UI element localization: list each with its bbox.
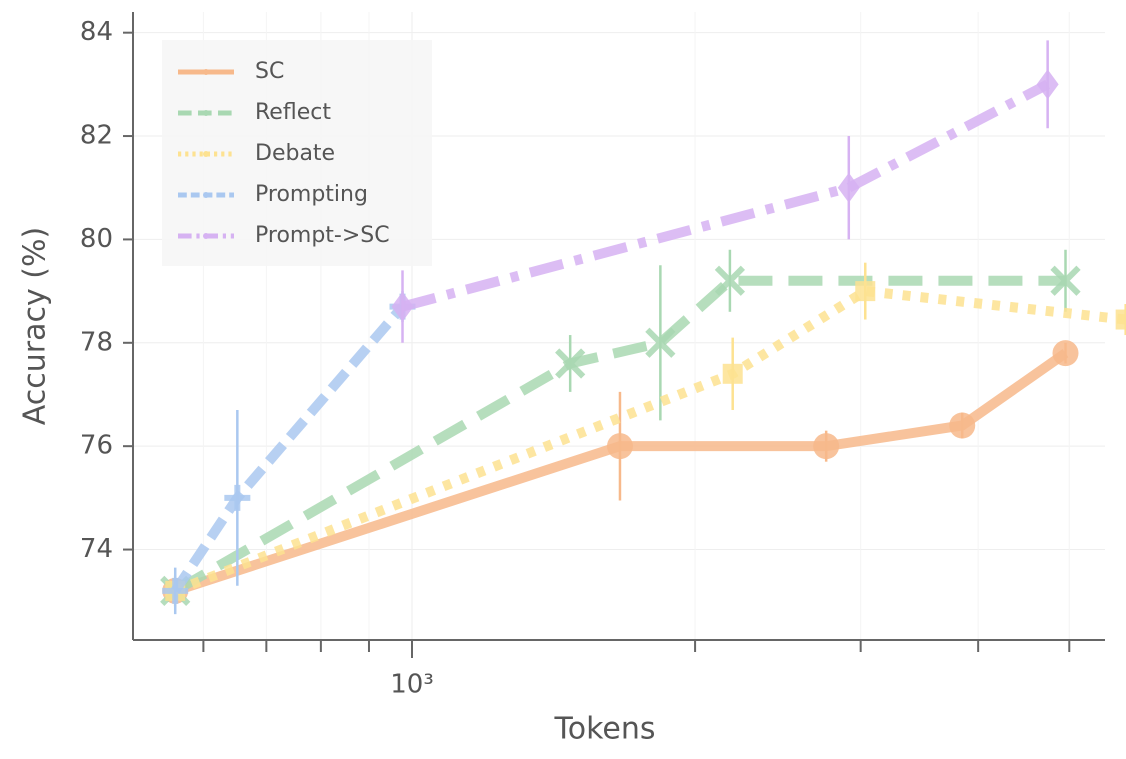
legend-label: Prompt->SC [255,223,390,248]
marker [606,433,633,460]
marker [1050,265,1081,296]
marker [645,327,676,358]
legend-dot [203,192,209,198]
x-axis-label: Tokens [554,712,656,747]
x-tick-label: 10³ [390,670,434,700]
legend-label: Reflect [255,100,331,125]
legend-dot [203,110,209,116]
marker-shape [722,363,743,384]
marker [714,265,746,296]
legend-label: Prompting [255,182,368,207]
marker [391,291,414,322]
y-tick-label: 78 [80,327,113,357]
marker [1115,309,1126,330]
marker-shape [714,265,746,296]
marker [722,363,743,384]
marker [162,577,189,604]
marker [1036,69,1059,100]
marker-shape [162,577,189,604]
marker-shape [224,484,251,511]
y-axis-label: Accuracy (%) [18,227,53,425]
series-line [172,275,1066,596]
legend-dot [203,69,209,75]
marker [555,348,586,379]
legend: SC Reflect Debate Prompting Prompt->SC [162,40,432,266]
y-tick-label: 74 [80,534,113,564]
y-tick-label: 76 [80,431,113,461]
marker-shape [1052,340,1079,367]
marker [813,433,840,460]
marker-shape [813,433,840,460]
marker-shape [391,291,414,322]
marker-shape [1050,265,1081,296]
legend-dot [203,233,209,239]
series-line [171,303,407,594]
marker-shape [1115,309,1126,330]
marker-shape [837,172,860,203]
marker [855,281,876,302]
marker [224,484,251,511]
y-tick-label: 80 [80,224,113,254]
legend-label: SC [255,59,284,84]
series-line [401,79,1050,312]
legend-dot [203,151,209,157]
marker-shape [555,348,586,379]
marker-shape [645,327,676,358]
marker-shape [606,433,633,460]
y-tick-label: 84 [80,17,113,47]
marker-shape [855,281,876,302]
legend-label: Debate [255,141,335,166]
marker [1052,340,1079,367]
marker-shape [949,412,976,439]
marker-shape [1036,69,1059,100]
marker [837,172,860,203]
series-line [173,285,1126,596]
marker [949,412,976,439]
y-tick-label: 82 [80,121,113,151]
